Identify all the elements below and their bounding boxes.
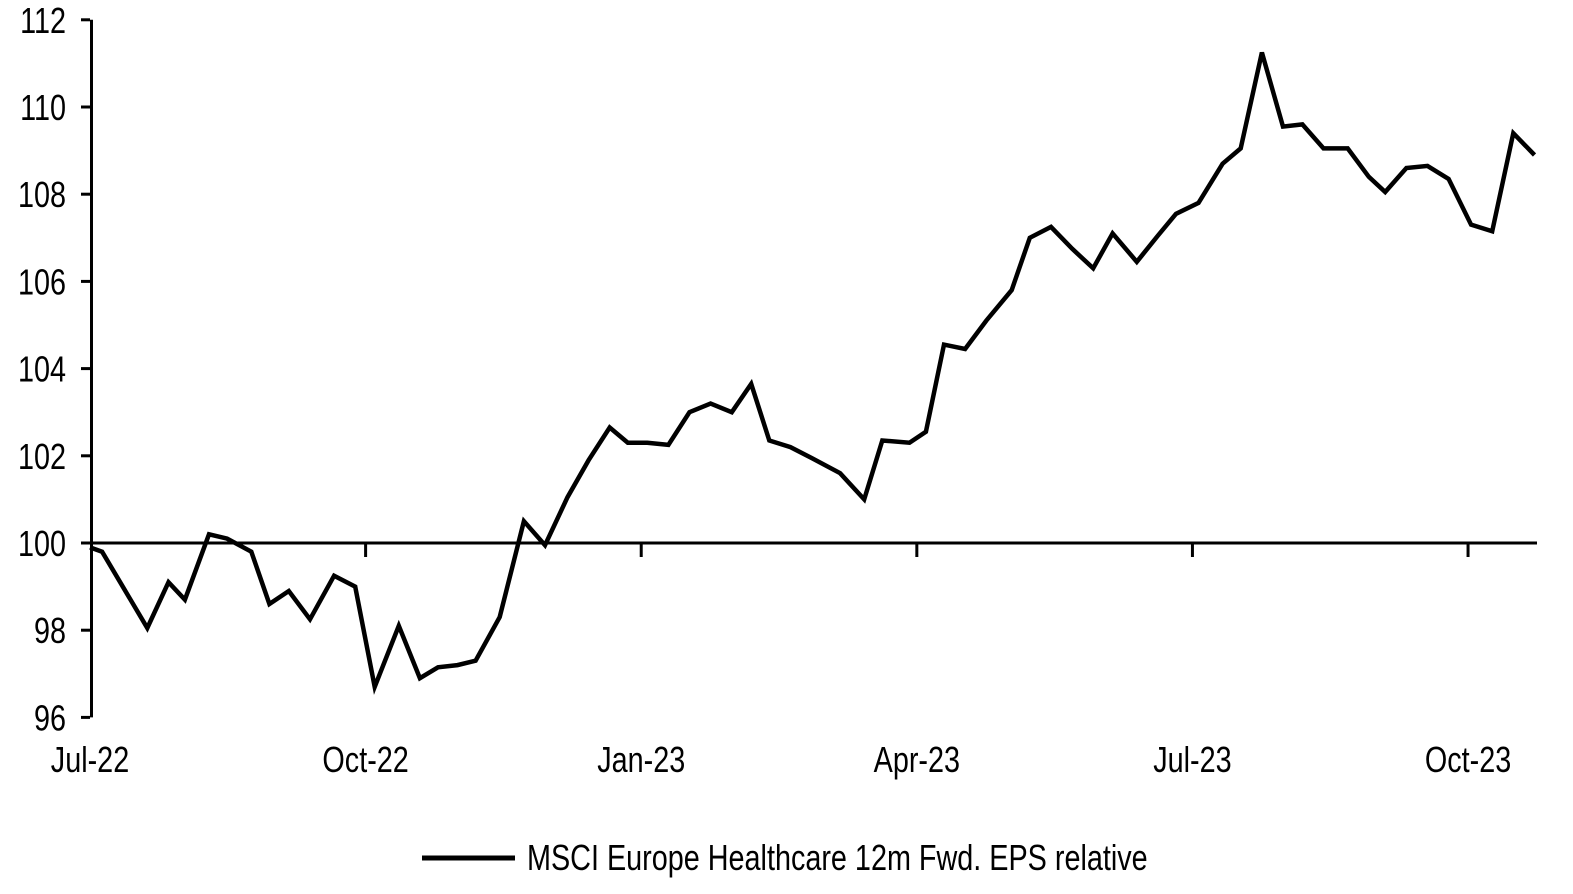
series-polyline <box>89 51 1537 695</box>
y-tick-label: 96 <box>34 697 66 738</box>
y-tick-label: 102 <box>18 436 66 477</box>
x-tick-label: Jan-23 <box>597 739 685 780</box>
y-tick-label: 100 <box>18 523 66 564</box>
y-tick-label: 106 <box>18 261 66 302</box>
y-tick-label: 110 <box>20 87 66 128</box>
y-tick-label: 98 <box>34 610 66 651</box>
y-axis: 96 98 100 102 104 106 108 110 112 <box>18 0 93 738</box>
x-tick-label: Jul-23 <box>1153 739 1231 780</box>
series-line <box>89 51 1537 695</box>
x-axis: Jul-22 Oct-22 Jan-23 Apr-23 Jul-23 Oct-23 <box>51 541 1537 780</box>
y-tick-label: 104 <box>18 348 66 389</box>
x-tick-label: Oct-22 <box>322 739 408 780</box>
y-tick-label: 108 <box>18 174 66 215</box>
x-tick-label: Oct-23 <box>1425 739 1511 780</box>
legend-label: MSCI Europe Healthcare 12m Fwd. EPS rela… <box>527 837 1148 878</box>
legend: MSCI Europe Healthcare 12m Fwd. EPS rela… <box>422 837 1148 878</box>
x-tick-label: Apr-23 <box>874 739 960 780</box>
y-tick-label: 112 <box>20 0 66 41</box>
x-tick-label: Jul-22 <box>51 739 129 780</box>
